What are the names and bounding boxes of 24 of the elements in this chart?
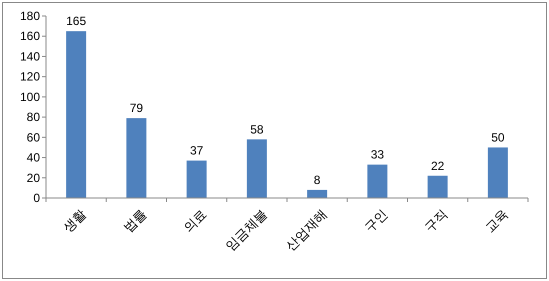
x-tick-label: 교육: [482, 206, 511, 236]
data-label: 50: [491, 130, 505, 144]
data-label: 22: [430, 158, 445, 173]
x-tick-label: 의료: [180, 206, 210, 236]
x-tick-label: 구인: [361, 206, 390, 236]
data-label: 165: [66, 14, 86, 28]
data-label: 79: [130, 101, 144, 116]
x-tick-label: 구직: [422, 206, 451, 236]
y-tick-label: 160: [20, 29, 40, 44]
data-label: 37: [190, 144, 204, 158]
y-tick-label: 80: [26, 110, 40, 124]
y-tick-label: 120: [20, 70, 40, 84]
y-tick-label: 20: [26, 170, 40, 185]
y-tick-label: 140: [20, 49, 40, 64]
y-tick-label: 180: [20, 9, 40, 23]
x-tick-label: 생활: [60, 206, 90, 236]
y-tick-label: 60: [26, 130, 40, 144]
y-tick-label: 0: [33, 191, 40, 205]
data-label: 33: [370, 148, 384, 162]
data-label: 58: [250, 122, 264, 136]
y-tick-label: 40: [26, 150, 40, 165]
data-label: 8: [314, 172, 321, 187]
y-tick-label: 100: [20, 90, 40, 104]
x-tick-label: 법률: [120, 206, 150, 236]
